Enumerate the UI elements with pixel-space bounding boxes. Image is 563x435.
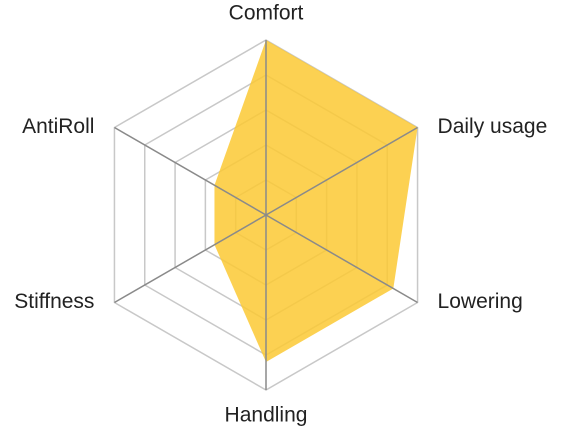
axis-label: AntiRoll [22,115,94,138]
spoke [114,214,267,304]
spoke [265,126,418,216]
axis-label: Daily usage [438,115,548,138]
axis-label: Stiffness [14,290,94,313]
axis-label: Comfort [229,2,304,25]
spoke [265,214,418,304]
axis-label: Lowering [438,290,523,313]
spoke [114,126,267,216]
radar-area [214,40,418,362]
axis-label: Handling [225,404,308,427]
